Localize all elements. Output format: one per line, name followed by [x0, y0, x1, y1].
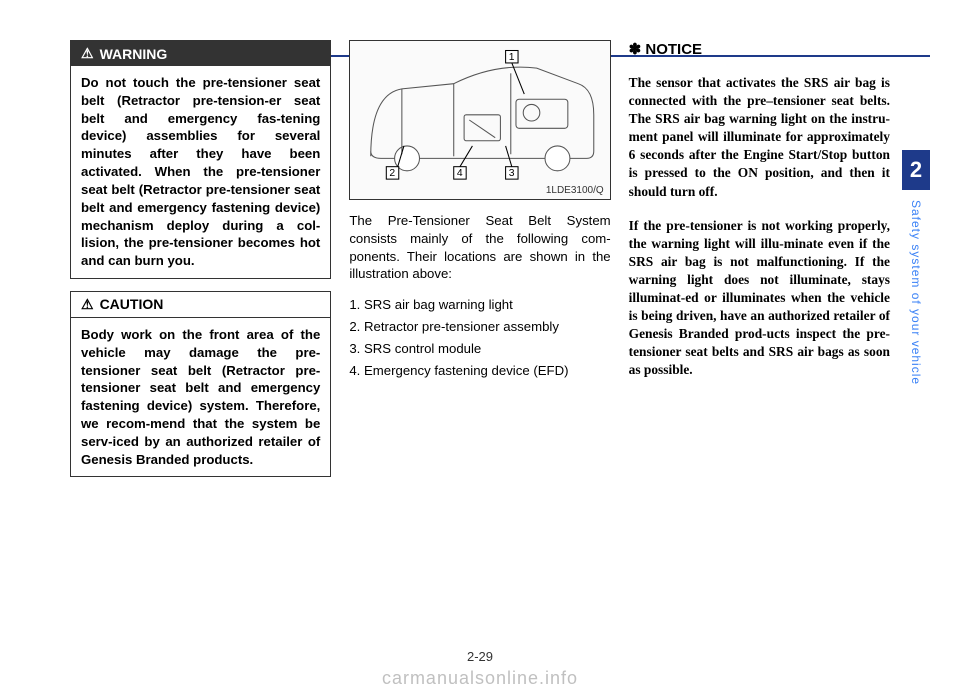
caution-box: ⚠ CAUTION Body work on the front area of…	[70, 291, 331, 478]
caution-header: ⚠ CAUTION	[71, 292, 330, 318]
list-item: 3. SRS control module	[349, 339, 610, 359]
list-item: 1. SRS air bag warning light	[349, 295, 610, 315]
svg-text:2: 2	[390, 168, 396, 179]
watermark: carmanualsonline.info	[0, 668, 960, 689]
illustration-code: 1LDE3100/Q	[546, 185, 604, 196]
caution-body: Body work on the front area of the vehic…	[71, 318, 330, 477]
column-2: 1 2 4 3 1LDE3100/Q The Pre-Tens	[349, 40, 610, 639]
column-1: ⚠ WARNING Do not touch the pre-tensioner…	[70, 40, 331, 639]
column-3: ✽ NOTICE The sensor that activates the S…	[629, 40, 890, 639]
caution-icon: ⚠	[81, 296, 94, 313]
caution-title: CAUTION	[100, 296, 164, 312]
list-item: 2. Retractor pre-tensioner assembly	[349, 317, 610, 337]
warning-header: ⚠ WARNING	[71, 41, 330, 66]
svg-text:3: 3	[509, 168, 515, 179]
column-layout: ⚠ WARNING Do not touch the pre-tensioner…	[70, 40, 890, 639]
page-number: 2-29	[0, 649, 960, 664]
side-tab-number: 2	[910, 157, 922, 183]
page-content: ⚠ WARNING Do not touch the pre-tensioner…	[70, 40, 890, 639]
vehicle-illustration: 1 2 4 3 1LDE3100/Q	[349, 40, 610, 200]
notice-para-1: The sensor that activates the SRS air ba…	[629, 74, 890, 201]
side-tab-chapter: 2	[902, 150, 930, 190]
warning-box: ⚠ WARNING Do not touch the pre-tensioner…	[70, 40, 331, 279]
warning-body: Do not touch the pre-tensioner seat belt…	[71, 66, 330, 278]
notice-title: ✽ NOTICE	[629, 40, 890, 58]
warning-icon: ⚠	[81, 45, 94, 62]
car-diagram-svg: 1 2 4 3	[350, 41, 609, 199]
svg-text:4: 4	[457, 168, 463, 179]
warning-title: WARNING	[100, 46, 168, 62]
notice-para-2: If the pre-tensioner is not working prop…	[629, 217, 890, 380]
list-item: 4. Emergency fastening device (EFD)	[349, 361, 610, 381]
mid-paragraph: The Pre-Tensioner Seat Belt System consi…	[349, 212, 610, 283]
side-tab-label: Safety system of your vehicle	[902, 200, 930, 450]
svg-text:1: 1	[509, 52, 515, 63]
component-list: 1. SRS air bag warning light 2. Retracto…	[349, 295, 610, 382]
